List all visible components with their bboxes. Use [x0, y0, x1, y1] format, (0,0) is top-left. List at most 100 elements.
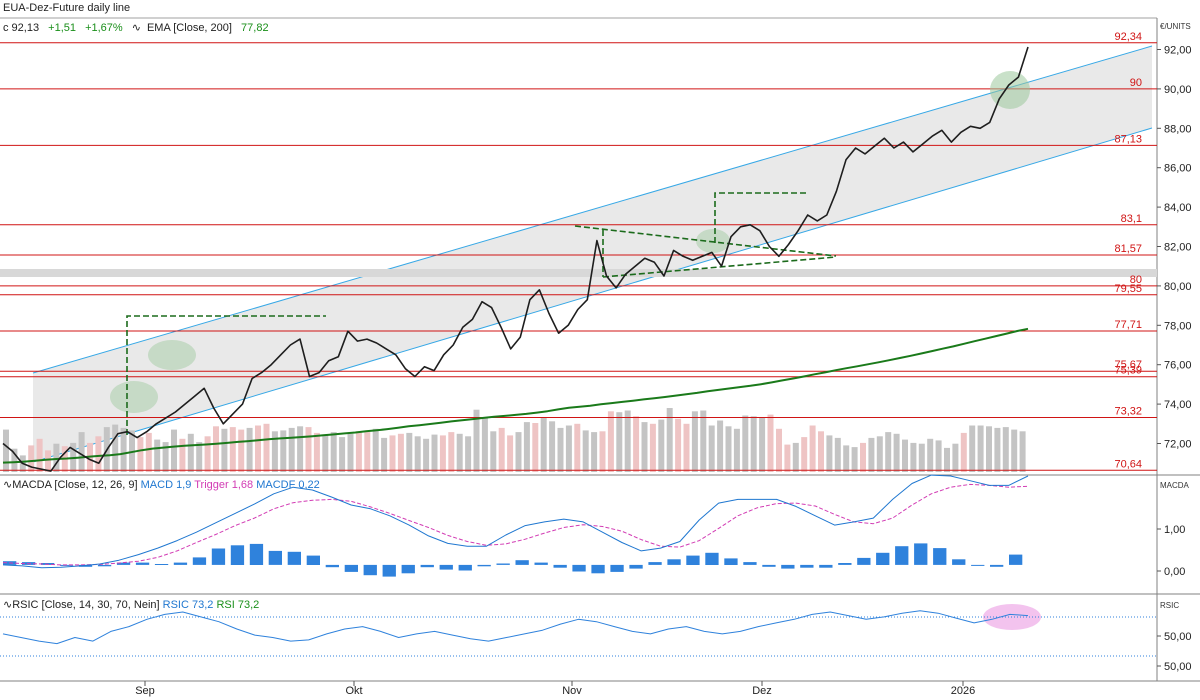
- macd-histogram-bar: [439, 564, 453, 570]
- volume-bar: [927, 438, 934, 472]
- y-tick-label: 78,00: [1164, 320, 1192, 332]
- ema-indicator-name[interactable]: EMA [Close, 200]: [146, 22, 232, 34]
- volume-bar: [658, 419, 665, 472]
- volume-bar: [187, 433, 194, 472]
- volume-bar: [381, 437, 388, 472]
- macd-histogram-bar: [401, 564, 415, 574]
- level-label: 80: [1130, 274, 1142, 286]
- volume-bar: [137, 437, 144, 472]
- macd-histogram-bar: [952, 559, 966, 565]
- volume-bar: [406, 432, 413, 472]
- support-zone: [0, 269, 1157, 277]
- rsi-indicator-name[interactable]: RSIC [Close, 14, 30, 70, Nein]: [12, 599, 160, 611]
- wave-icon: ∿: [3, 479, 13, 491]
- level-label: 79,55: [1114, 283, 1142, 295]
- volume-bar: [507, 435, 514, 472]
- volume-bar: [675, 418, 682, 472]
- rsi-y-tick-label: 50,00: [1164, 661, 1192, 673]
- volume-bar: [733, 428, 740, 472]
- price-series-line[interactable]: [2, 46, 1029, 472]
- triangle-upper-line: [574, 225, 837, 257]
- volume-bar: [792, 442, 799, 472]
- price-line[interactable]: [2, 46, 1029, 472]
- level-label: 77,71: [1114, 319, 1142, 331]
- highlight-ellipse: [696, 229, 730, 253]
- volume-bar: [977, 425, 984, 472]
- volume-bar: [204, 436, 211, 472]
- ema-value: 77,82: [241, 22, 269, 34]
- volume-bar: [700, 410, 707, 472]
- volume-bar: [549, 421, 556, 472]
- wave-icon: ∿: [131, 22, 141, 34]
- volume-bar: [885, 432, 892, 472]
- macdf-value: MACDF 0,22: [256, 479, 320, 491]
- ema-series-line[interactable]: [2, 327, 1029, 464]
- macd-histogram-bar: [819, 564, 833, 568]
- rsi-lines[interactable]: [2, 610, 1029, 645]
- y-axis-unit: €/UNITS: [1160, 22, 1191, 31]
- volume-bar: [305, 427, 312, 472]
- volume-bar: [633, 416, 640, 472]
- volume-bar: [53, 443, 60, 472]
- rsic-series-line[interactable]: [2, 610, 1029, 645]
- rsi-y-tick-label: 50,00: [1164, 631, 1192, 643]
- macd-histogram-bar: [192, 557, 207, 565]
- channel-upper-line[interactable]: [32, 45, 1153, 374]
- volume-bar: [339, 437, 346, 472]
- volume-bar: [465, 436, 472, 472]
- close-value: c 92,13: [3, 22, 40, 34]
- level-label: 75,67: [1114, 359, 1142, 371]
- macd-series-line[interactable]: [2, 474, 1029, 569]
- volume-bar: [809, 425, 816, 472]
- x-tick-label: Dez: [752, 685, 772, 697]
- y-tick-label: 80,00: [1164, 281, 1192, 293]
- macd-histogram-bar: [534, 562, 548, 565]
- volume-bar: [565, 425, 572, 472]
- macd-histogram-bar: [591, 564, 605, 574]
- volume-bar: [414, 436, 421, 472]
- y-tick-label: 72,00: [1164, 439, 1192, 451]
- macd-value: MACD 1,9: [140, 479, 192, 491]
- x-tick-label: 2026: [951, 685, 975, 697]
- ema-line[interactable]: [2, 327, 1029, 464]
- macd-histogram-bar: [496, 563, 510, 565]
- volume-bar: [162, 442, 169, 472]
- volume-bar: [666, 408, 673, 472]
- macd-histogram-bar: [268, 550, 282, 565]
- macd-histogram-bar: [230, 545, 245, 565]
- volume-bar: [582, 430, 589, 472]
- volume-bar: [112, 424, 119, 472]
- level-label: 70,64: [1114, 458, 1142, 470]
- y-tick-label: 88,00: [1164, 123, 1192, 135]
- volume-bar: [45, 450, 51, 472]
- axes: 72,00 74,00 76,00 78,00 80,00 82,00 84,00 86,00…: [135, 45, 1191, 698]
- volume-bar: [1019, 431, 1026, 472]
- volume-bar: [851, 447, 858, 472]
- volume-bar: [624, 410, 631, 472]
- macd-histogram-bar: [572, 564, 586, 572]
- macd-indicator-name[interactable]: MACDA [Close, 12, 26, 9]: [12, 479, 138, 491]
- trigger-series-line[interactable]: [2, 483, 1029, 566]
- volume-bar: [322, 434, 329, 472]
- volume-bar: [523, 422, 530, 472]
- macd-histogram-bar: [705, 552, 719, 565]
- volume-bar: [607, 411, 614, 472]
- macd-histogram-bar: [838, 563, 852, 565]
- volume-bar: [969, 425, 976, 472]
- macd-histogram-bar: [325, 564, 339, 568]
- volume-bar: [952, 443, 959, 472]
- y-tick-label: 74,00: [1164, 399, 1192, 411]
- volume-bar: [120, 427, 127, 472]
- chart-patterns[interactable]: [126, 192, 837, 435]
- highlight-ellipse: [990, 71, 1030, 109]
- pattern-breakout-box-2: [714, 192, 808, 243]
- macd-histogram-bar: [1009, 554, 1023, 565]
- macd-lines[interactable]: [2, 474, 1029, 569]
- quote-line: c 92,13 +1,51 +1,67% ∿ EMA [Close, 200] 7…: [3, 21, 275, 34]
- volume-bar: [801, 437, 808, 472]
- volume-bar: [473, 409, 480, 472]
- volume-bar: [960, 432, 967, 472]
- level-label: 81,57: [1114, 243, 1142, 255]
- change-percent: +1,67%: [85, 22, 123, 34]
